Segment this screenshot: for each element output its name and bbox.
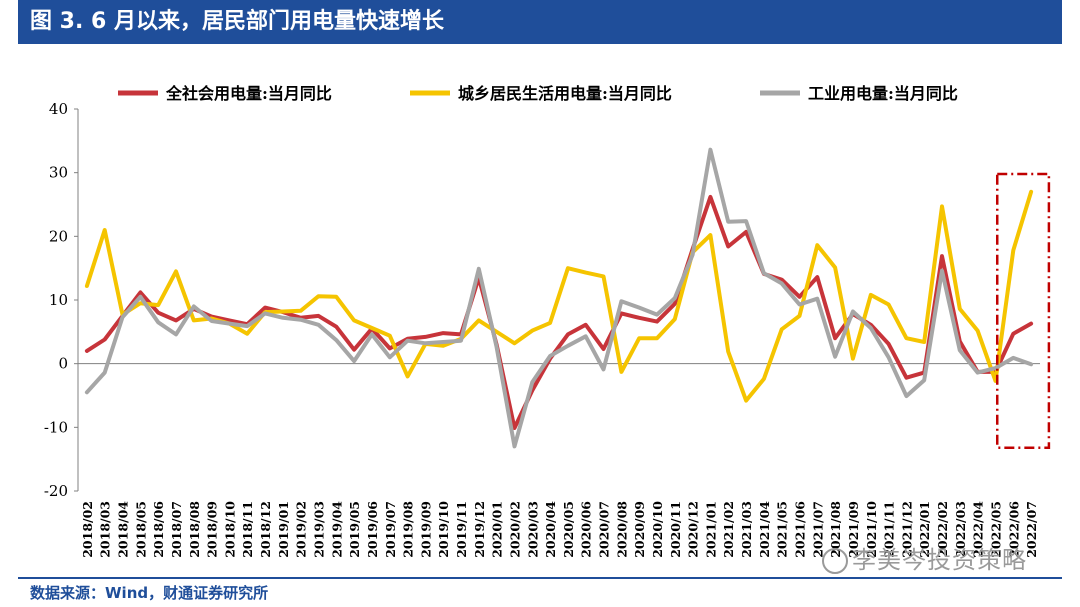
- x-tick-label: 2022/02: [935, 501, 950, 558]
- x-tick-label: 2021/07: [810, 501, 825, 558]
- x-tick-label: 2020/07: [597, 501, 612, 558]
- x-tick-label: 2018/09: [205, 501, 220, 558]
- x-tick-label: 2021/03: [739, 501, 754, 558]
- x-tick-label: 2019/08: [401, 501, 416, 558]
- x-tick-label: 2021/11: [882, 501, 897, 558]
- x-tick-label: 2020/06: [579, 501, 594, 558]
- source-note: 数据来源：Wind，财通证券研究所: [30, 584, 269, 602]
- line-chart: 40 30 20 10 0 -10 -20 2018/02 2018/03 2018/04 2018…: [0, 60, 1080, 580]
- watermark: 李美岑投资策略: [822, 540, 1027, 575]
- x-tick-label: 2021/08: [828, 501, 843, 558]
- x-tick-label: 2020/05: [561, 501, 576, 558]
- x-tick-label: 2018/10: [222, 501, 237, 558]
- x-tick-label: 2022/03: [953, 501, 968, 558]
- highlight-box: [995, 172, 1051, 449]
- x-tick-label: 2019/03: [312, 501, 327, 558]
- y-tick-label: 40: [49, 100, 68, 118]
- x-tick-label: 2022/01: [917, 501, 932, 558]
- x-tick-label: 2019/09: [418, 501, 433, 558]
- y-tick-label: -20: [44, 482, 68, 500]
- x-tick-label: 2018/04: [116, 501, 131, 558]
- x-tick-label: 2021/06: [793, 501, 808, 558]
- x-tick-label: 2018/03: [98, 501, 113, 558]
- series-line-2: [84, 189, 1034, 403]
- x-tick-label: 2021/09: [846, 501, 861, 558]
- figure-title-bar: 图 3. 6 月以来，居民部门用电量快速增长: [18, 0, 1062, 44]
- y-tick-label: 10: [49, 291, 68, 309]
- x-tick-label: 2020/02: [507, 501, 522, 558]
- x-tick-label: 2022/07: [1024, 501, 1039, 558]
- x-tick-label: 2019/10: [436, 501, 451, 558]
- x-tick-label: 2022/05: [988, 501, 1003, 558]
- footer-divider: [18, 577, 1062, 579]
- x-tick-label: 2019/02: [294, 501, 309, 558]
- x-tick-label: 2020/03: [525, 501, 540, 558]
- x-tick-label: 2019/06: [365, 501, 380, 558]
- x-tick-label: 2021/10: [864, 501, 879, 558]
- x-tick-label: 2020/08: [614, 501, 629, 558]
- x-tick-label: 2020/09: [632, 501, 647, 558]
- x-tick-label: 2018/08: [187, 501, 202, 558]
- x-tick-label: 2019/12: [472, 501, 487, 558]
- y-tick-label: 0: [58, 355, 68, 373]
- x-tick-label: 2018/11: [240, 501, 255, 558]
- x-tick-label: 2022/06: [1006, 501, 1021, 558]
- legend-label-3: 工业用电量:当月同比: [808, 84, 958, 103]
- x-tick-label: 2022/04: [971, 501, 986, 558]
- series-line-3: [84, 147, 1034, 449]
- x-tick-label: 2021/02: [721, 501, 736, 558]
- x-tick-label: 2018/02: [80, 501, 95, 558]
- y-tick-label: 30: [49, 164, 68, 182]
- wechat-icon: [822, 548, 848, 574]
- series-line-1: [84, 194, 1034, 430]
- x-tick-label: 2019/11: [454, 501, 469, 558]
- figure-title: 图 3. 6 月以来，居民部门用电量快速增长: [30, 9, 444, 34]
- x-tick-label: 2018/07: [169, 501, 184, 558]
- x-tick-label: 2021/12: [899, 501, 914, 558]
- legend-label-2: 城乡居民生活用电量:当月同比: [458, 84, 672, 103]
- x-tick-label: 2021/05: [775, 501, 790, 558]
- x-tick-label: 2021/01: [703, 501, 718, 558]
- x-tick-label: 2019/04: [329, 501, 344, 558]
- x-tick-label: 2020/11: [668, 501, 683, 558]
- y-tick-label: -10: [44, 418, 68, 436]
- x-tick-label: 2018/05: [133, 501, 148, 558]
- x-tick-label: 2021/04: [757, 501, 772, 558]
- x-tick-label: 2020/01: [490, 501, 505, 558]
- legend-label-1: 全社会用电量:当月同比: [165, 84, 332, 103]
- x-tick-label: 2020/10: [650, 501, 665, 558]
- x-tick-label: 2020/12: [686, 501, 701, 558]
- x-tick-label: 2019/07: [383, 501, 398, 558]
- x-tick-label: 2019/01: [276, 501, 291, 558]
- x-tick-label: 2019/05: [347, 501, 362, 558]
- y-tick-label: 20: [49, 227, 68, 245]
- watermark-text: 李美岑投资策略: [852, 546, 1027, 574]
- x-tick-label: 2018/12: [258, 501, 273, 558]
- x-tick-label: 2018/06: [151, 501, 166, 558]
- x-tick-label: 2020/04: [543, 501, 558, 558]
